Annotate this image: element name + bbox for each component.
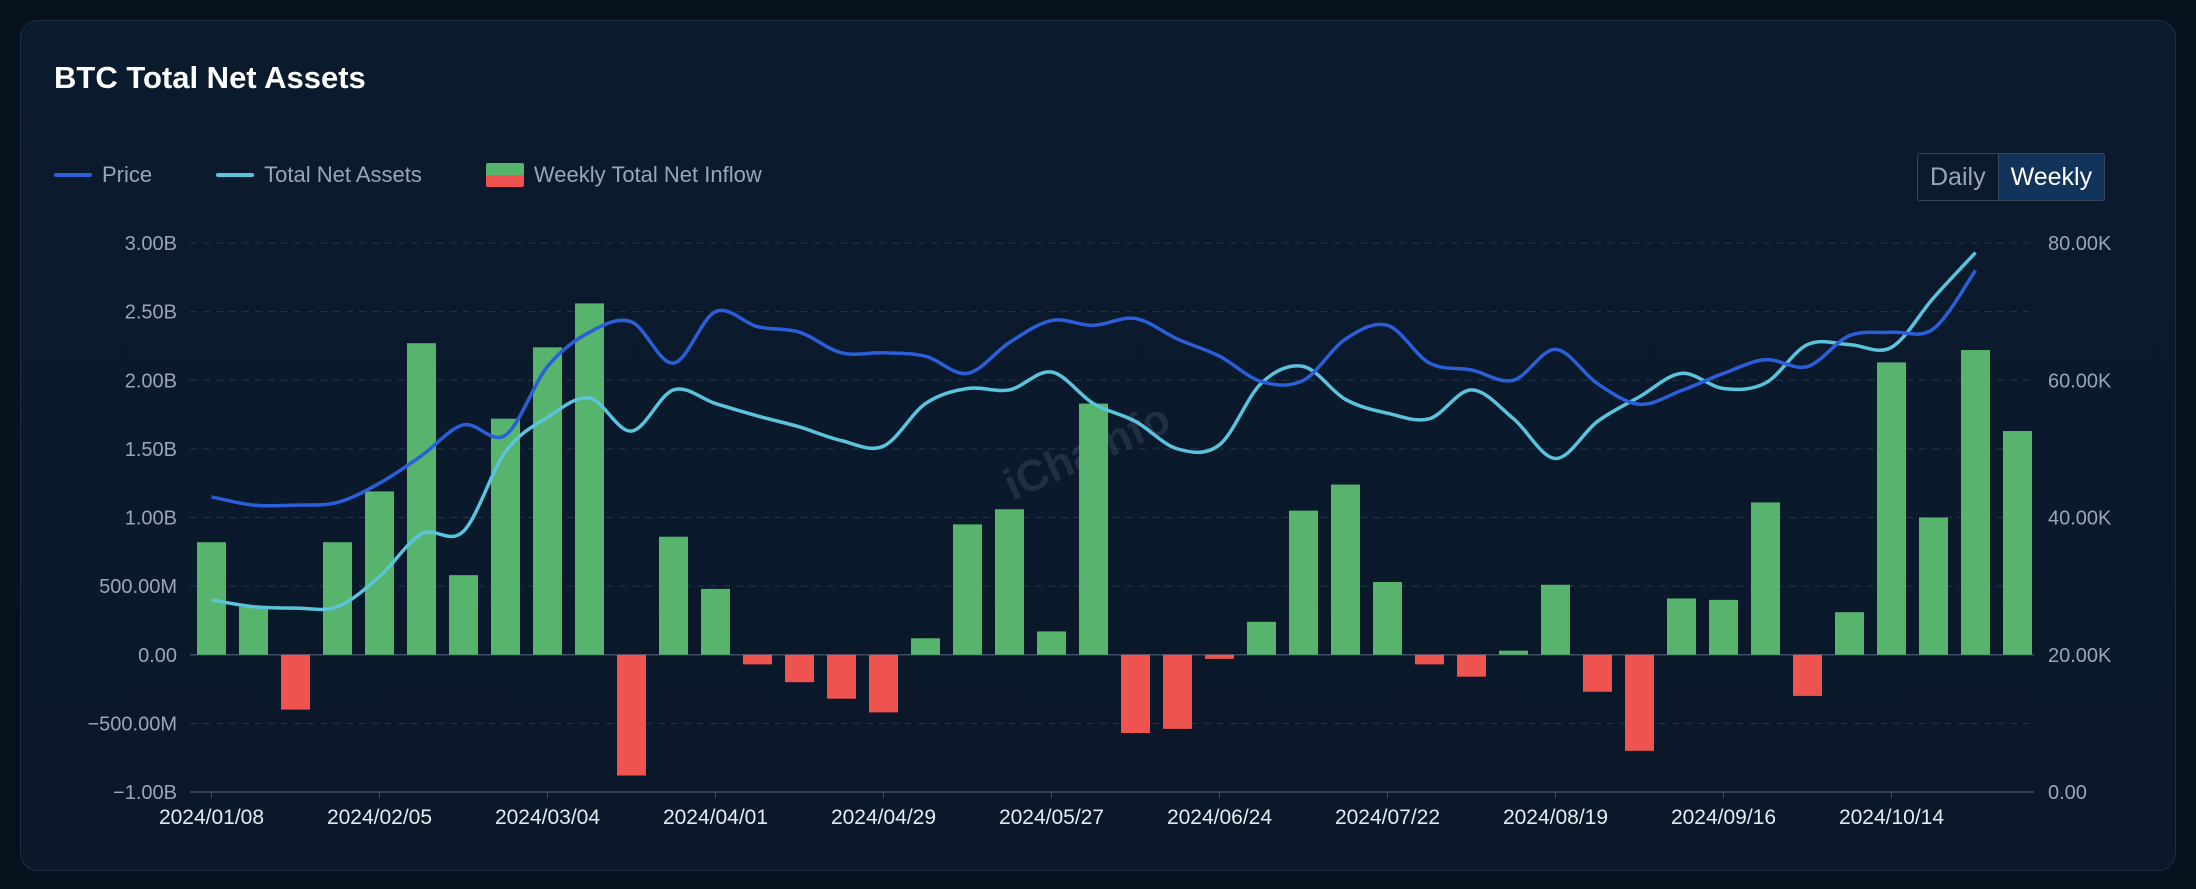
x-tick-label: 2024/02/05 [327, 806, 432, 829]
inflow-bar [281, 654, 310, 710]
inflow-bar [1877, 362, 1906, 655]
period-toggle: Daily Weekly [1917, 153, 2106, 201]
inflow-bar [1751, 502, 1780, 655]
y-tick-left: 500.00M [99, 576, 177, 598]
total-net-assets-line [211, 251, 1977, 612]
inflow-bar [995, 509, 1024, 655]
inflow-bar [1667, 598, 1696, 655]
inflow-bar [1121, 654, 1150, 733]
inflow-bar [239, 606, 268, 655]
inflow-bar [365, 491, 394, 655]
legend-label-weekly-inflow: Weekly Total Net Inflow [533, 162, 762, 187]
legend-item-total-net-assets[interactable]: Total Net Assets [216, 162, 422, 188]
inflow-bar [1205, 654, 1234, 659]
inflow-bar [1541, 584, 1570, 655]
legend-item-price[interactable]: Price [54, 162, 152, 188]
y-tick-left: 3.00B [125, 233, 177, 255]
x-tick-label: 2024/05/27 [999, 806, 1104, 829]
inflow-bar [1709, 599, 1738, 655]
inflow-bar [827, 654, 856, 699]
inflow-bar [1583, 654, 1612, 692]
inflow-bar [1499, 650, 1528, 655]
inflow-bar [575, 303, 604, 655]
inflow-bar [911, 638, 940, 655]
x-tick-label: 2024/04/01 [663, 806, 768, 829]
inflow-bar [407, 343, 436, 655]
inflow-bar [1835, 612, 1864, 655]
x-tick-label: 2024/03/04 [495, 806, 600, 829]
y-tick-left: 0.00 [138, 645, 177, 667]
x-tick-label: 2024/10/14 [1839, 806, 1944, 829]
y-tick-left: 1.50B [125, 439, 177, 461]
inflow-bar-icon [485, 163, 524, 187]
inflow-bar [1331, 484, 1360, 655]
y-tick-right: 60.00K [2048, 370, 2112, 392]
inflow-bar [953, 524, 982, 655]
y-tick-left: 2.50B [125, 302, 177, 324]
inflow-bar [449, 575, 478, 655]
y-tick-left: −1.00B [113, 782, 177, 804]
inflow-bar [1289, 510, 1318, 655]
price-line [211, 269, 1977, 508]
inflow-bar [1457, 654, 1486, 677]
inflow-bar [1079, 403, 1108, 655]
legend-item-weekly-inflow[interactable]: Weekly Total Net Inflow [485, 162, 762, 188]
y-tick-right: 40.00K [2048, 508, 2112, 530]
price-line-icon [54, 173, 92, 177]
chart-legend: Price Total Net Assets Weekly Total Net … [54, 162, 826, 188]
x-tick-label: 2024/01/08 [159, 806, 264, 829]
y-tick-right: 80.00K [2048, 233, 2112, 255]
daily-toggle-button[interactable]: Daily [1930, 163, 1986, 191]
inflow-bar [1163, 654, 1192, 729]
x-tick-label: 2024/07/22 [1335, 806, 1440, 829]
inflow-bar [743, 654, 772, 665]
chart-title: BTC Total Net Assets [54, 60, 366, 95]
x-tick-label: 2024/08/19 [1503, 806, 1608, 829]
inflow-bar [1961, 350, 1990, 655]
inflow-bar [2003, 431, 2032, 655]
x-tick-label: 2024/06/24 [1167, 806, 1272, 829]
inflow-bar [1625, 654, 1654, 751]
total-net-assets-line-icon [216, 173, 255, 177]
legend-label-total-net-assets: Total Net Assets [264, 162, 422, 187]
inflow-bar [1373, 582, 1402, 655]
inflow-bar [869, 654, 898, 713]
inflow-bar [1793, 654, 1822, 696]
inflow-bar [197, 542, 226, 655]
y-tick-left: −500.00M [87, 713, 177, 735]
inflow-bar [533, 347, 562, 655]
inflow-bar [1919, 517, 1948, 655]
y-tick-left: 2.00B [125, 370, 177, 392]
inflow-bar [659, 536, 688, 655]
inflow-bar [701, 588, 730, 655]
inflow-bar [785, 654, 814, 683]
y-tick-right: 20.00K [2048, 645, 2112, 667]
inflow-bar [1037, 631, 1066, 655]
inflow-bar [323, 542, 352, 655]
weekly-toggle-button[interactable]: Weekly [1997, 154, 2105, 200]
inflow-bar [617, 654, 646, 776]
y-tick-left: 1.00B [125, 508, 177, 530]
inflow-bar [1415, 654, 1444, 665]
inflow-bar [1247, 621, 1276, 655]
x-tick-label: 2024/04/29 [831, 806, 936, 829]
inflow-bar [491, 418, 520, 655]
legend-label-price: Price [102, 162, 153, 187]
x-tick-label: 2024/09/16 [1671, 806, 1776, 829]
y-tick-right: 0.00 [2048, 782, 2087, 804]
